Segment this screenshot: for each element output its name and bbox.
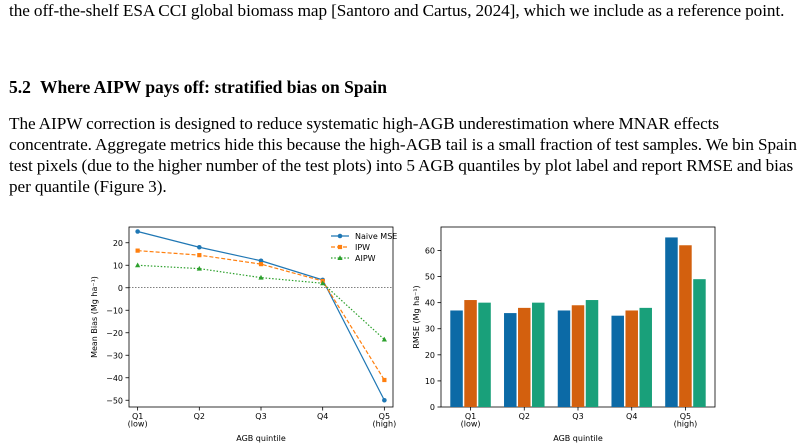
y-tick-label: 50 [425,273,435,282]
bar [665,237,678,407]
data-point [381,336,387,342]
data-point [258,262,264,267]
paragraph-intro: the off-the-shelf ESA CCI global biomass… [9,1,785,20]
bar [532,302,545,407]
y-tick-label: −40 [106,374,123,383]
x-axis-label: AGB quintile [553,434,603,443]
legend-marker [337,233,343,239]
y-axis-label: RMSE (Mg ha⁻¹) [412,285,421,348]
bar [679,245,692,407]
x-tick-label: Q3 [572,412,583,421]
plot-frame [128,226,394,408]
bar [557,310,571,407]
legend-marker [337,244,343,250]
data-point [135,229,140,234]
bar [639,307,652,407]
bar [478,302,491,407]
y-tick-label: −20 [106,329,123,338]
y-tick-label: 10 [113,261,123,270]
x-tick-label: Q4 [317,412,328,421]
y-tick-label: −50 [106,396,123,405]
y-tick-label: 60 [425,246,435,255]
data-point [258,258,264,264]
series-line-naive-mse [137,230,385,401]
x-tick-label: (high) [674,420,698,429]
bar [611,315,624,407]
bar [625,310,638,407]
y-tick-label: −10 [106,306,123,315]
x-tick-label: Q5 [379,412,390,421]
paragraph-main: The AIPW correction is designed to reduc… [9,114,797,196]
y-tick-label: 0 [118,284,123,293]
bar [464,300,477,407]
data-point [320,280,326,286]
legend-label: IPW [355,243,370,252]
x-tick-label: Q5 [680,412,691,421]
y-tick-label: −30 [106,351,123,360]
data-point [382,397,387,403]
x-tick-label: Q3 [255,412,266,421]
series-line-ipw [137,250,385,381]
section-heading: 5.2 Where AIPW pays off: stratified bias … [9,76,387,98]
mean-bias-line-chart: 20 10 0 −10 −20 −30 −40 −50 Q1(low) Q2 Q3 Q4 Q5(high… [90,226,397,443]
x-tick-label: Q1 [465,412,476,421]
x-axis-label: AGB quintile [236,434,286,443]
x-tick-label: Q2 [194,412,205,421]
x-tick-label: Q1 [132,412,143,421]
rmse-bar-chart: 0 10 20 30 40 50 60 Q1(low) Q2 Q3 Q4 Q5(high) AGB qu… [412,226,716,443]
x-tick-label: (low) [128,420,148,429]
y-axis-label: Mean Bias (Mg ha⁻¹) [90,276,99,358]
legend-label: Naive MSE [355,232,397,241]
data-point [135,262,141,268]
bar [585,300,599,407]
y-tick-label: 20 [113,239,123,248]
y-tick-label: 20 [425,351,435,360]
bar [450,310,463,407]
x-tick-label: (high) [373,420,397,429]
y-tick-label: 40 [425,299,435,308]
y-tick-label: 10 [425,377,435,386]
y-tick-label: 0 [430,403,435,412]
x-tick-label: (low) [461,420,481,429]
section-title: Where AIPW pays off: stratified bias on … [40,77,387,97]
bar [693,279,706,407]
legend-marker [337,255,343,260]
section-number: 5.2 [9,77,31,97]
bar [518,307,531,407]
legend-label: AIPW [355,254,376,263]
data-point [258,274,264,280]
data-point [197,244,202,250]
bar [571,305,585,407]
data-point [382,377,387,383]
data-point [135,248,140,253]
bar [504,313,517,407]
x-tick-label: Q2 [519,412,530,421]
data-point [196,265,202,271]
data-point [197,253,202,258]
x-tick-label: Q4 [626,412,637,421]
y-tick-label: 30 [425,325,435,334]
